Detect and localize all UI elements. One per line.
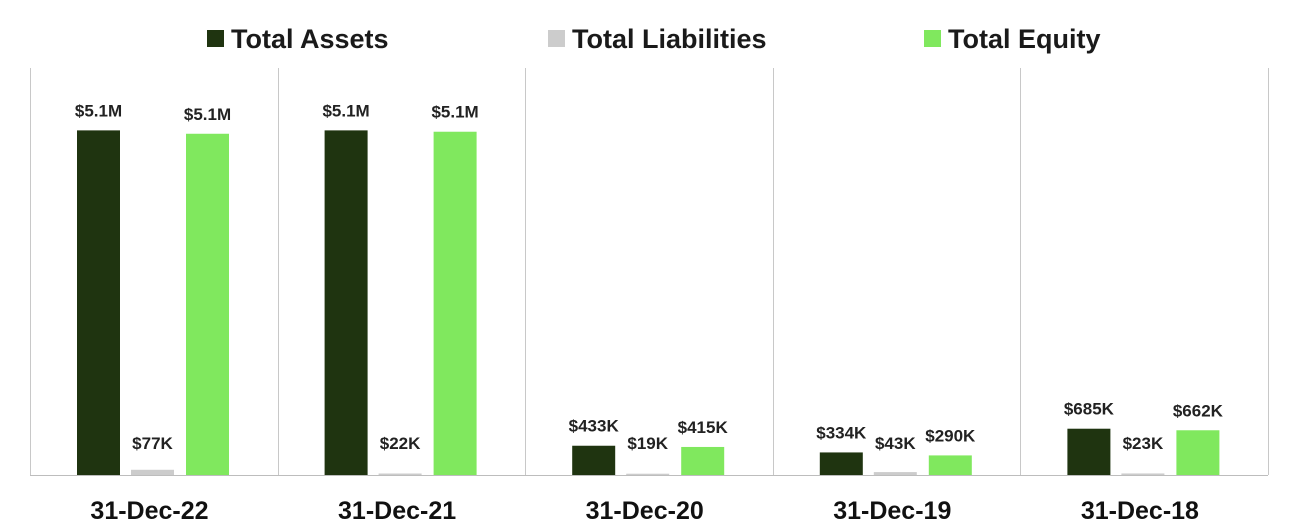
data-label-total-assets-31-dec-20: $433K: [569, 417, 620, 436]
data-label-total-equity-31-dec-20: $415K: [678, 418, 729, 437]
bar-total-equity-31-dec-18: [1176, 430, 1220, 475]
x-tick-label-31-dec-21: 31-Dec-21: [338, 497, 456, 525]
legend-item-total-liabilities: Total Liabilities: [548, 24, 767, 54]
bar-total-assets-31-dec-18: [1067, 428, 1111, 475]
bar-total-equity-31-dec-19: [928, 455, 972, 475]
data-label-total-assets-31-dec-19: $334K: [816, 423, 867, 442]
data-label-total-assets-31-dec-22: $5.1M: [75, 101, 122, 120]
bar-total-liabilities-31-dec-21: [378, 473, 422, 475]
bar-total-equity-31-dec-20: [681, 446, 725, 475]
data-label-total-liabilities-31-dec-22: $77K: [132, 434, 173, 453]
bar-total-liabilities-31-dec-19: [873, 472, 917, 475]
bar-total-assets-31-dec-20: [572, 445, 616, 475]
data-label-total-assets-31-dec-21: $5.1M: [322, 101, 369, 120]
legend-item-total-equity: Total Equity: [924, 24, 1101, 54]
data-label-total-equity-31-dec-22: $5.1M: [184, 105, 231, 124]
chart-legend: Total Assets Total Liabilities Total Equit…: [207, 24, 1101, 54]
legend-swatch-total-liabilities: [548, 30, 565, 47]
bar-total-assets-31-dec-21: [324, 130, 368, 475]
bar-total-assets-31-dec-19: [819, 452, 863, 475]
data-label-total-liabilities-31-dec-21: $22K: [380, 434, 421, 453]
legend-label-total-assets: Total Assets: [231, 24, 389, 54]
data-label-total-equity-31-dec-18: $662K: [1173, 401, 1224, 420]
data-label-total-liabilities-31-dec-19: $43K: [875, 434, 916, 453]
bar-total-assets-31-dec-22: [77, 130, 120, 475]
data-label-total-liabilities-31-dec-18: $23K: [1123, 434, 1164, 453]
legend-label-total-equity: Total Equity: [948, 24, 1101, 54]
legend-swatch-total-equity: [924, 30, 941, 47]
x-tick-label-31-dec-18: 31-Dec-18: [1081, 497, 1199, 525]
data-label-total-assets-31-dec-18: $685K: [1064, 400, 1115, 419]
chart-bars: [77, 130, 1220, 476]
legend-item-total-assets: Total Assets: [207, 24, 389, 54]
bar-total-liabilities-31-dec-20: [626, 473, 670, 475]
bar-total-equity-31-dec-22: [186, 133, 229, 476]
legend-swatch-total-assets: [207, 30, 224, 47]
category-dividers: [30, 68, 1269, 475]
data-labels: $5.1M $77K $5.1M $5.1M $22K $5.1M $433K $19K $41…: [75, 101, 1224, 453]
data-label-total-equity-31-dec-21: $5.1M: [431, 103, 478, 122]
x-tick-label-31-dec-22: 31-Dec-22: [90, 497, 208, 525]
x-tick-label-31-dec-20: 31-Dec-20: [586, 497, 704, 525]
data-label-total-equity-31-dec-19: $290K: [925, 426, 976, 445]
x-tick-label-31-dec-19: 31-Dec-19: [833, 497, 951, 525]
bar-total-equity-31-dec-21: [433, 131, 477, 475]
x-axis-ticks: 31-Dec-22 31-Dec-21 31-Dec-20 31-Dec-19 31-D…: [90, 497, 1199, 525]
bar-total-liabilities-31-dec-22: [131, 469, 174, 475]
legend-label-total-liabilities: Total Liabilities: [572, 24, 767, 54]
data-label-total-liabilities-31-dec-20: $19K: [627, 434, 668, 453]
bar-total-liabilities-31-dec-18: [1121, 473, 1165, 475]
